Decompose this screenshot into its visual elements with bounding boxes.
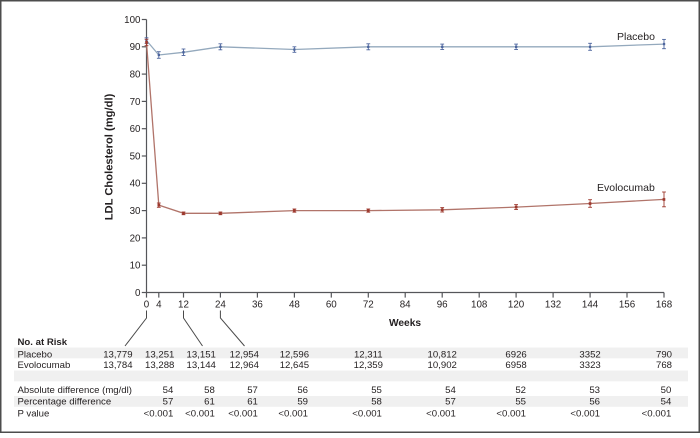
svg-text:108: 108: [471, 300, 488, 311]
svg-text:55: 55: [515, 397, 526, 408]
svg-text:56: 56: [297, 385, 308, 396]
svg-text:13,151: 13,151: [187, 349, 216, 360]
svg-text:20: 20: [130, 233, 141, 244]
svg-text:<0.001: <0.001: [426, 408, 456, 419]
svg-text:144: 144: [582, 300, 599, 311]
svg-text:90: 90: [130, 42, 141, 53]
svg-text:72: 72: [363, 300, 374, 311]
svg-text:<0.001: <0.001: [144, 408, 174, 419]
svg-text:P value: P value: [18, 408, 50, 419]
svg-text:57: 57: [247, 385, 258, 396]
svg-text:40: 40: [130, 179, 141, 190]
svg-text:Absolute difference (mg/dl): Absolute difference (mg/dl): [18, 385, 132, 396]
svg-text:57: 57: [163, 397, 174, 408]
svg-text:56: 56: [589, 397, 600, 408]
svg-text:10,812: 10,812: [428, 349, 457, 360]
svg-text:132: 132: [545, 300, 561, 311]
svg-text:0: 0: [144, 300, 150, 311]
svg-text:790: 790: [656, 349, 672, 360]
svg-text:768: 768: [656, 360, 672, 371]
svg-text:168: 168: [656, 300, 673, 311]
svg-text:54: 54: [661, 397, 672, 408]
svg-text:Evolocumab: Evolocumab: [597, 182, 655, 194]
svg-text:12,964: 12,964: [230, 360, 260, 371]
svg-text:10: 10: [130, 261, 141, 272]
svg-text:58: 58: [204, 385, 215, 396]
svg-text:80: 80: [130, 70, 141, 81]
svg-text:12,359: 12,359: [354, 360, 383, 371]
svg-text:3323: 3323: [579, 360, 600, 371]
svg-text:No. at Risk: No. at Risk: [18, 337, 68, 348]
svg-text:156: 156: [619, 300, 636, 311]
svg-text:13,251: 13,251: [145, 349, 174, 360]
svg-text:0: 0: [135, 288, 141, 299]
svg-text:12,954: 12,954: [230, 349, 260, 360]
svg-text:3352: 3352: [579, 349, 600, 360]
svg-text:30: 30: [130, 206, 141, 217]
svg-text:Weeks: Weeks: [389, 318, 421, 329]
svg-text:24: 24: [215, 300, 226, 311]
svg-text:48: 48: [289, 300, 300, 311]
svg-text:<0.001: <0.001: [278, 408, 308, 419]
svg-text:70: 70: [130, 97, 141, 108]
svg-text:Placebo: Placebo: [617, 31, 655, 43]
svg-text:59: 59: [297, 397, 308, 408]
svg-text:96: 96: [437, 300, 448, 311]
svg-text:100: 100: [124, 15, 141, 26]
svg-text:13,779: 13,779: [103, 349, 132, 360]
svg-text:<0.001: <0.001: [228, 408, 258, 419]
svg-text:50: 50: [661, 385, 672, 396]
svg-text:12,311: 12,311: [354, 349, 383, 360]
svg-text:57: 57: [445, 397, 456, 408]
svg-text:84: 84: [400, 300, 411, 311]
svg-text:4: 4: [156, 300, 162, 311]
svg-text:<0.001: <0.001: [185, 408, 215, 419]
svg-text:61: 61: [204, 397, 215, 408]
svg-text:10,902: 10,902: [428, 360, 457, 371]
svg-text:50: 50: [130, 151, 141, 162]
svg-text:52: 52: [515, 385, 526, 396]
svg-text:12,645: 12,645: [280, 360, 309, 371]
svg-text:13,144: 13,144: [187, 360, 217, 371]
svg-text:13,784: 13,784: [103, 360, 133, 371]
svg-text:6958: 6958: [505, 360, 526, 371]
svg-text:120: 120: [508, 300, 525, 311]
svg-text:54: 54: [163, 385, 174, 396]
svg-text:<0.001: <0.001: [642, 408, 672, 419]
svg-text:<0.001: <0.001: [352, 408, 382, 419]
svg-text:<0.001: <0.001: [570, 408, 600, 419]
svg-text:<0.001: <0.001: [496, 408, 526, 419]
svg-text:Evolocumab: Evolocumab: [18, 360, 71, 371]
svg-text:55: 55: [371, 385, 382, 396]
svg-text:54: 54: [445, 385, 456, 396]
svg-text:13,288: 13,288: [145, 360, 174, 371]
svg-text:53: 53: [589, 385, 600, 396]
svg-text:60: 60: [130, 124, 141, 135]
svg-text:6926: 6926: [505, 349, 526, 360]
svg-text:36: 36: [252, 300, 263, 311]
svg-text:LDL Cholesterol (mg/dl): LDL Cholesterol (mg/dl): [104, 93, 116, 220]
svg-text:61: 61: [247, 397, 258, 408]
svg-text:Percentage difference: Percentage difference: [18, 397, 112, 408]
svg-text:12: 12: [178, 300, 189, 311]
svg-text:60: 60: [326, 300, 337, 311]
svg-text:58: 58: [371, 397, 382, 408]
svg-text:12,596: 12,596: [280, 349, 309, 360]
svg-text:Placebo: Placebo: [18, 349, 53, 360]
